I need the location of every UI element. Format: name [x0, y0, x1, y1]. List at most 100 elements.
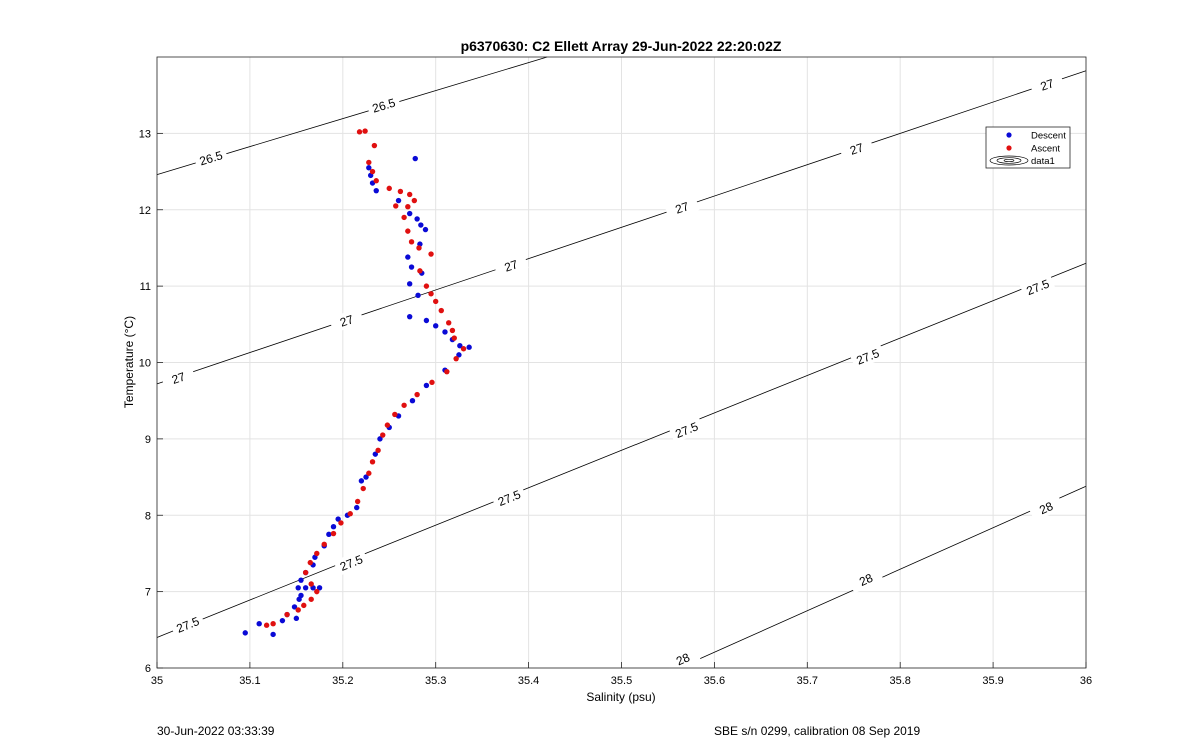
x-tick-label: 35.7 — [797, 675, 818, 687]
ascent-point — [449, 327, 456, 334]
descent-point — [466, 344, 472, 350]
ascent-point — [423, 283, 430, 289]
ascent-point — [321, 541, 327, 547]
y-tick-label: 12 — [139, 205, 151, 217]
ascent-point — [366, 470, 372, 476]
ascent-point — [397, 188, 404, 195]
density-contour-line — [678, 485, 1087, 669]
descent-point — [395, 197, 402, 204]
contour-label-background — [668, 416, 705, 444]
ascent-point — [295, 607, 301, 613]
ascent-point — [263, 622, 270, 628]
x-tick-label: 35.3 — [425, 675, 446, 687]
density-contour-line — [156, 70, 1087, 385]
contour-label-text: 26.5 — [371, 95, 398, 115]
ascent-point — [453, 355, 459, 362]
descent-point — [330, 524, 337, 530]
density-contour-label: 27 — [1029, 71, 1065, 98]
ascent-point — [408, 239, 415, 245]
density-contours: 26.5 26.5 27 27 27 27 27 27 27.5 27.5 27.5 27.5 27.5… — [156, 56, 1087, 673]
ascent-point — [392, 411, 398, 418]
density-contour-label: 28 — [847, 565, 884, 594]
descent-point — [291, 604, 298, 610]
descent-point — [296, 596, 302, 602]
ascent-point — [307, 559, 313, 566]
ascent-point — [433, 298, 439, 305]
density-contour-label: 27 — [160, 365, 197, 391]
ascent-point — [428, 291, 434, 297]
y-tick-label: 6 — [145, 663, 151, 675]
y-tick-label: 13 — [139, 128, 151, 140]
footer-instrument-info: SBE s/n 0299, calibration 08 Sep 2019 — [714, 724, 921, 738]
ascent-point — [401, 402, 407, 408]
descent-point — [358, 478, 365, 484]
x-axis: 35 35.1 35.2 35.3 35.4 35.5 35.6 35.7 35.8 35.9 36 — [151, 662, 1092, 687]
legend-descent-label: Descent — [1031, 131, 1066, 142]
legend-descent-marker — [1006, 132, 1012, 138]
descent-point — [279, 617, 286, 624]
descent-point — [256, 621, 262, 627]
ascent-point — [386, 185, 392, 192]
descent-point — [406, 281, 413, 287]
legend-data1-label: data1 — [1031, 156, 1055, 167]
contour-label-text: 26.5 — [198, 148, 225, 168]
contour-label-text: 27 — [503, 257, 520, 275]
chart-title: p6370630: C2 Ellett Array 29-Jun-2022 22… — [461, 38, 782, 54]
ascent-point — [338, 520, 344, 526]
x-tick-label: 35.6 — [704, 675, 725, 687]
density-contour-line — [156, 262, 1087, 638]
descent-point — [412, 155, 418, 162]
ascent-point — [380, 432, 386, 438]
ascent-point — [301, 602, 307, 609]
contour-label-text: 27 — [848, 140, 865, 158]
descent-point — [414, 216, 420, 222]
ascent-point — [446, 320, 452, 326]
ascent-point — [366, 159, 372, 166]
descent-point — [409, 397, 416, 404]
y-tick-label: 10 — [139, 358, 151, 370]
ascent-point — [401, 214, 407, 221]
descent-point — [415, 292, 421, 298]
ascent-point — [417, 268, 423, 274]
contour-label-text: 27 — [673, 199, 690, 217]
ascent-point — [416, 245, 422, 251]
data-points — [242, 128, 472, 638]
descent-point — [335, 516, 341, 522]
ascent-point — [360, 485, 366, 492]
ascent-point — [451, 335, 457, 341]
ascent-point — [284, 611, 290, 618]
legend-contour-icon — [989, 155, 1029, 166]
ascent-point — [354, 498, 361, 505]
y-axis: 6 7 8 9 10 11 12 13 — [139, 128, 163, 675]
descent-point — [405, 254, 411, 260]
contour-label-background — [169, 611, 206, 638]
density-contour-label: 26.5 — [193, 145, 229, 171]
density-contour-label: 27 — [664, 194, 700, 221]
ascent-point — [411, 197, 418, 204]
x-axis-label: Salinity (psu) — [586, 690, 655, 704]
contour-label-text: 27 — [1039, 76, 1056, 94]
density-contour-label: 28 — [664, 645, 701, 673]
contour-label-text: 27 — [338, 312, 355, 330]
ascent-point — [444, 368, 450, 375]
descent-point — [433, 323, 439, 329]
y-axis-label: Temperature (°C) — [122, 316, 136, 408]
y-tick-label: 7 — [145, 587, 151, 599]
ascent-point — [270, 621, 276, 627]
legend-ascent-label: Ascent — [1031, 144, 1060, 155]
legend-ascent-marker — [1006, 145, 1012, 151]
ascent-point — [393, 203, 399, 209]
contour-label-background — [491, 484, 527, 512]
ascent-point — [369, 459, 376, 465]
descent-point — [302, 585, 309, 591]
contour-label-background — [328, 307, 365, 334]
descent-point — [295, 585, 301, 591]
ascent-point — [330, 530, 337, 537]
contour-label-text: 28 — [674, 650, 692, 668]
descent-point — [298, 577, 304, 583]
density-contour-label: 28 — [1028, 493, 1064, 522]
grid — [156, 57, 1087, 669]
x-tick-label: 35.9 — [982, 675, 1003, 687]
contour-label-background — [849, 342, 886, 370]
descent-point — [316, 585, 323, 591]
